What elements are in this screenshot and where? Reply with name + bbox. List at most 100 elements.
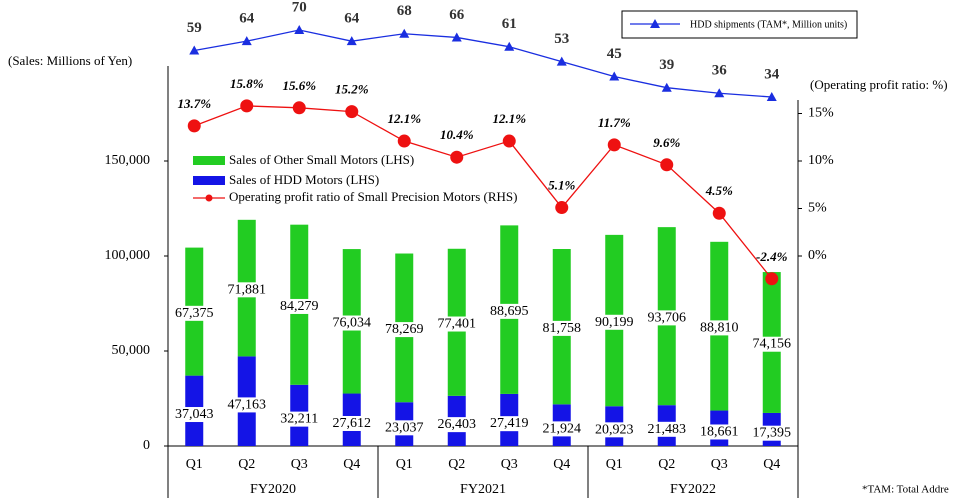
label-background — [331, 415, 372, 431]
data-label: 81,758 — [543, 321, 582, 336]
data-label: 15.6% — [282, 78, 316, 93]
x-tick-label: Q1 — [606, 457, 623, 472]
legend-marker — [205, 194, 213, 202]
y-tick-label: 50,000 — [112, 343, 151, 358]
label-background — [751, 425, 792, 441]
data-label: -2.4% — [756, 249, 788, 264]
data-label: 45 — [607, 46, 622, 62]
data-label: 11.7% — [598, 115, 631, 130]
marker — [240, 99, 254, 113]
x-tick-label: Q2 — [238, 457, 255, 472]
data-label: 70 — [292, 0, 307, 15]
data-label: 53 — [554, 31, 569, 47]
y2-axis-label: (Operating profit ratio: %) — [810, 77, 948, 92]
label-background — [699, 320, 740, 336]
label-background — [489, 303, 530, 319]
marker — [399, 28, 410, 38]
marker — [292, 101, 306, 115]
marker — [189, 45, 200, 55]
y-tick-label: 100,000 — [105, 248, 151, 263]
marker — [345, 105, 359, 119]
data-label: 59 — [187, 20, 202, 36]
label-background — [541, 320, 582, 336]
data-label: 88,810 — [700, 320, 739, 335]
group-label: FY2022 — [670, 482, 716, 497]
data-label: 34 — [764, 66, 780, 82]
label-background — [226, 282, 267, 298]
label-background — [594, 314, 635, 330]
x-tick-label: Q3 — [711, 457, 728, 472]
legend-label: Sales of Other Small Motors (LHS) — [229, 152, 414, 167]
data-label: 64 — [344, 11, 360, 27]
data-label: 15.8% — [230, 76, 264, 91]
group-label: FY2020 — [250, 482, 296, 497]
data-label: 67,375 — [175, 306, 214, 321]
label-background — [751, 336, 792, 352]
legend-swatch — [193, 176, 225, 185]
x-tick-label: Q3 — [291, 457, 308, 472]
x-tick-label: Q1 — [396, 457, 413, 472]
y2-tick-label: 10% — [808, 153, 834, 168]
marker — [607, 138, 621, 152]
data-label: 26,403 — [438, 417, 477, 432]
marker — [556, 56, 567, 66]
marker — [502, 134, 516, 148]
data-label: 37,043 — [175, 407, 214, 422]
data-label: 71,881 — [228, 282, 267, 297]
marker — [187, 119, 201, 133]
data-label: 64 — [239, 11, 255, 27]
data-label: 18,661 — [700, 424, 739, 439]
marker — [766, 92, 777, 101]
legend-label: HDD shipments (TAM*, Million units) — [690, 19, 847, 30]
label-background — [384, 420, 425, 436]
label-background — [436, 417, 477, 433]
legend-swatch — [193, 156, 225, 165]
data-label: 4.5% — [705, 183, 733, 198]
label-background — [699, 424, 740, 440]
marker — [450, 150, 464, 164]
y2-tick-label: 5% — [808, 201, 827, 216]
y-tick-label: 150,000 — [105, 153, 151, 168]
data-label: 27,612 — [333, 416, 372, 431]
data-label: 21,924 — [543, 421, 582, 436]
label-background — [174, 407, 215, 423]
x-tick-label: Q4 — [343, 457, 360, 472]
marker — [555, 201, 569, 215]
footnote: *TAM: Total Addre — [862, 484, 949, 496]
legend-marker — [650, 19, 660, 28]
marker — [714, 88, 725, 98]
marker — [346, 36, 357, 46]
label-background — [384, 322, 425, 338]
x-tick-label: Q4 — [763, 457, 780, 472]
data-label: 47,163 — [228, 397, 267, 412]
data-label: 77,401 — [438, 317, 477, 332]
data-label: 74,156 — [753, 337, 792, 352]
marker — [712, 206, 726, 220]
label-background — [489, 416, 530, 432]
data-label: 27,419 — [490, 416, 529, 431]
data-label: 66 — [449, 7, 465, 23]
line — [194, 105, 773, 280]
data-label: 88,695 — [490, 304, 529, 319]
data-label: 12.1% — [387, 111, 421, 126]
data-label: 17,395 — [753, 426, 792, 441]
marker — [451, 32, 462, 42]
y2-tick-label: 15% — [808, 106, 834, 121]
marker — [504, 41, 515, 51]
marker — [765, 272, 779, 286]
marker — [294, 25, 305, 34]
data-label: 23,037 — [385, 420, 424, 435]
legend-label: Sales of HDD Motors (LHS) — [229, 172, 379, 187]
label-background — [541, 421, 582, 437]
marker — [397, 134, 411, 148]
data-label: 9.6% — [653, 135, 680, 150]
legend-label: Operating profit ratio of Small Precisio… — [229, 189, 518, 204]
data-label: 76,034 — [333, 316, 372, 331]
marker — [609, 71, 620, 81]
data-label: 5.1% — [548, 178, 575, 193]
x-tick-label: Q3 — [501, 457, 518, 472]
y-tick-label: 0 — [143, 438, 150, 453]
x-tick-label: Q2 — [658, 457, 675, 472]
data-label: 15.2% — [335, 82, 369, 97]
